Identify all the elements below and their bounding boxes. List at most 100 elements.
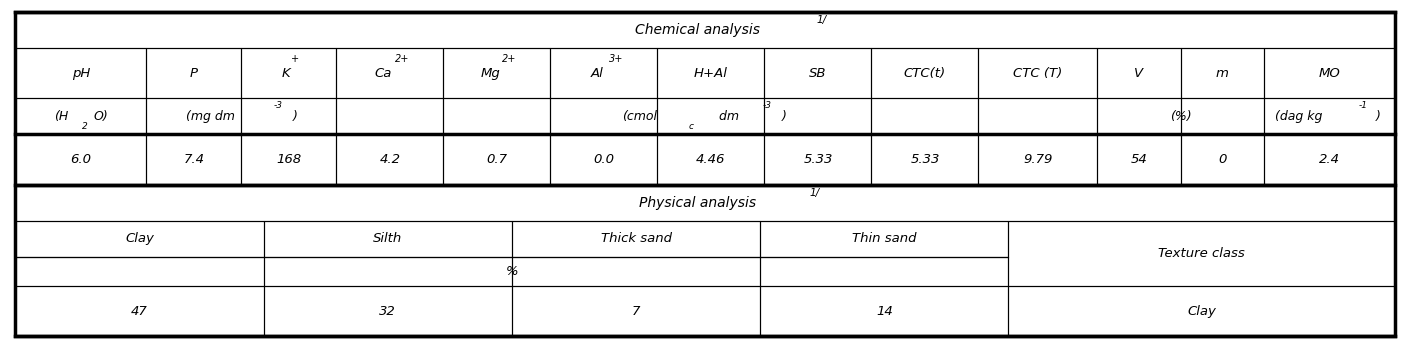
Text: 1/: 1/	[809, 188, 819, 198]
Bar	[147, 134, 241, 185]
Text: Chemical analysis: Chemical analysis	[636, 23, 760, 37]
Bar	[337, 98, 444, 134]
Bar	[16, 48, 147, 98]
Text: 168: 168	[276, 153, 302, 166]
Bar	[16, 12, 1394, 48]
Bar	[16, 185, 1394, 221]
Text: 6.0: 6.0	[70, 153, 92, 166]
Text: -1: -1	[1358, 101, 1368, 110]
Bar	[1263, 98, 1394, 134]
Text: V: V	[1135, 66, 1144, 80]
Bar	[1008, 221, 1394, 286]
Bar	[241, 98, 337, 134]
Bar	[16, 98, 147, 134]
Bar	[1180, 48, 1263, 98]
Bar	[16, 185, 1394, 336]
Bar	[512, 286, 760, 336]
Bar	[657, 98, 764, 134]
Text: c: c	[689, 122, 694, 131]
Text: 2+: 2+	[395, 54, 409, 64]
Text: 14: 14	[876, 304, 893, 317]
Text: 3+: 3+	[609, 54, 623, 64]
Text: Clay: Clay	[125, 232, 154, 245]
Text: 0.7: 0.7	[486, 153, 508, 166]
Text: m: m	[1215, 66, 1228, 80]
Bar	[16, 257, 264, 286]
Text: 1/: 1/	[816, 15, 826, 25]
Text: +: +	[290, 54, 299, 64]
Bar	[657, 48, 764, 98]
Bar	[1008, 286, 1394, 336]
Text: Ca: Ca	[375, 66, 392, 80]
Bar	[444, 48, 550, 98]
Text: Silth: Silth	[374, 232, 402, 245]
Bar	[871, 134, 979, 185]
Bar	[871, 98, 979, 134]
Bar	[264, 221, 512, 257]
Bar	[764, 134, 871, 185]
Text: 2+: 2+	[502, 54, 516, 64]
Bar	[760, 257, 1008, 286]
Bar	[444, 98, 550, 134]
Text: 2.4: 2.4	[1318, 153, 1340, 166]
Bar	[16, 221, 264, 257]
Text: 9.79: 9.79	[1024, 153, 1053, 166]
Text: P: P	[190, 66, 197, 80]
Bar	[241, 48, 337, 98]
Bar	[1263, 48, 1394, 98]
Bar	[444, 134, 550, 185]
Text: CTC (T): CTC (T)	[1014, 66, 1063, 80]
Text: Al: Al	[591, 66, 603, 80]
Text: ): )	[292, 110, 298, 123]
Bar	[264, 257, 512, 286]
Text: 2: 2	[82, 122, 87, 131]
Text: ): )	[1376, 110, 1380, 123]
Text: H+Al: H+Al	[694, 66, 728, 80]
Bar	[979, 134, 1097, 185]
Bar	[512, 221, 760, 257]
Text: -3: -3	[763, 101, 773, 110]
Text: ): )	[783, 110, 787, 123]
Bar	[1097, 98, 1180, 134]
Text: 5.33: 5.33	[804, 153, 833, 166]
Text: 4.46: 4.46	[697, 153, 726, 166]
Text: K: K	[281, 66, 290, 80]
Bar	[16, 286, 264, 336]
Text: Thin sand: Thin sand	[852, 232, 916, 245]
Text: 7: 7	[632, 304, 640, 317]
Bar	[979, 48, 1097, 98]
Text: 54: 54	[1131, 153, 1148, 166]
Bar	[764, 48, 871, 98]
Bar	[550, 98, 657, 134]
Bar	[337, 48, 444, 98]
Text: (%): (%)	[1170, 110, 1191, 123]
Text: 32: 32	[379, 304, 396, 317]
Text: 0.0: 0.0	[594, 153, 615, 166]
Bar	[764, 98, 871, 134]
Bar	[1180, 98, 1263, 134]
Bar	[550, 48, 657, 98]
Bar	[1097, 134, 1180, 185]
Text: Physical analysis: Physical analysis	[639, 196, 757, 210]
Text: Clay: Clay	[1187, 304, 1215, 317]
Text: CTC(t): CTC(t)	[904, 66, 946, 80]
Bar	[760, 286, 1008, 336]
Bar	[979, 98, 1097, 134]
Text: pH: pH	[72, 66, 90, 80]
Text: MO: MO	[1318, 66, 1340, 80]
Bar	[657, 134, 764, 185]
Text: (dag kg: (dag kg	[1275, 110, 1323, 123]
Text: SB: SB	[809, 66, 826, 80]
Bar	[337, 134, 444, 185]
Bar	[1097, 48, 1180, 98]
Bar	[550, 134, 657, 185]
Text: O): O)	[93, 110, 109, 123]
Text: 5.33: 5.33	[911, 153, 939, 166]
Text: %: %	[506, 265, 519, 278]
Bar	[1263, 134, 1394, 185]
Bar	[16, 12, 1394, 185]
Text: Mg: Mg	[481, 66, 501, 80]
Text: Texture class: Texture class	[1158, 247, 1245, 260]
Text: 4.2: 4.2	[379, 153, 400, 166]
Bar	[264, 286, 512, 336]
